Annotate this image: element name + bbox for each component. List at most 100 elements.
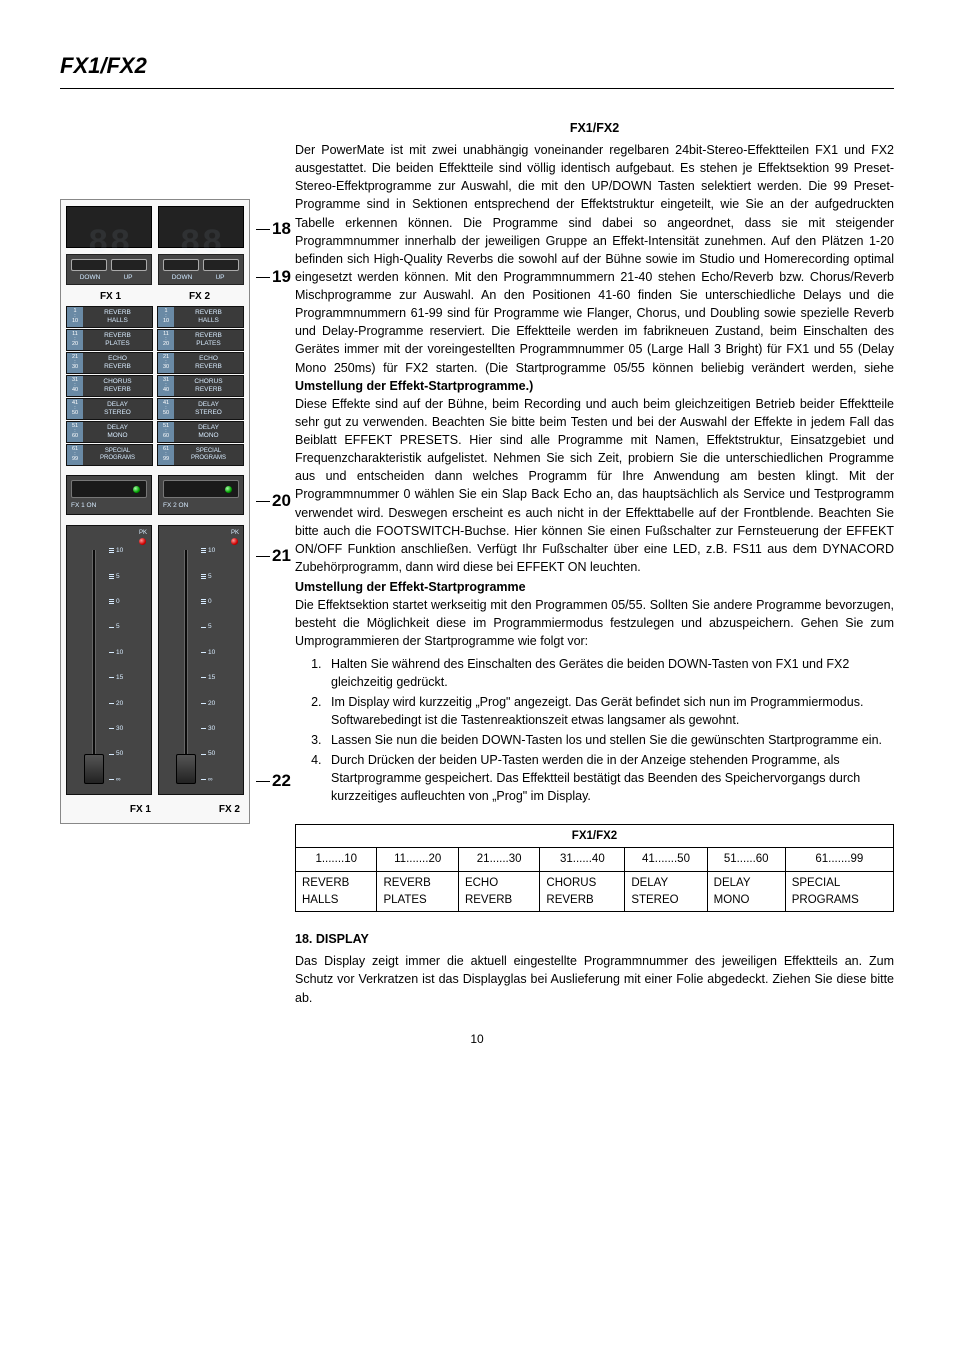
scale-mark: 15 bbox=[109, 673, 123, 682]
body-paragraph-2: Diese Effekte sind auf der Bühne, beim R… bbox=[295, 395, 894, 576]
fx2-fader: PK 105051015203050∞ bbox=[158, 525, 244, 795]
fx1-updown: DOWN UP bbox=[66, 254, 152, 285]
table-header-cell: 51......60 bbox=[707, 848, 785, 872]
fx-bottom-labels: FX 1 FX 2 bbox=[61, 801, 249, 823]
fx1-label: FX 1 bbox=[66, 290, 155, 305]
step-item: Halten Sie während des Einschalten des G… bbox=[325, 655, 894, 691]
fader-track bbox=[92, 550, 96, 784]
scale-mark: 0 bbox=[201, 597, 215, 606]
table-cell: CHORUSREVERB bbox=[540, 871, 625, 911]
preset-label: CHORUSREVERB bbox=[83, 376, 152, 396]
preset-range: 11:20 bbox=[158, 330, 174, 350]
table-cell: DELAYMONO bbox=[707, 871, 785, 911]
fx2-on-section: FX 2 ON bbox=[158, 475, 244, 515]
preset-range: 51:60 bbox=[158, 422, 174, 442]
down-label: DOWN bbox=[71, 273, 109, 282]
fader-scale: 105051015203050∞ bbox=[201, 546, 215, 784]
preset-row: 61:99SPECIALPROGRAMS bbox=[157, 444, 244, 466]
subsection-title: Umstellung der Effekt-Startprogramme bbox=[295, 578, 894, 596]
body-paragraph-3: Die Effektsektion startet werkseitig mit… bbox=[295, 596, 894, 650]
fx2-display bbox=[158, 206, 244, 248]
preset-row: 21:30ECHOREVERB bbox=[66, 352, 153, 374]
table-cell: DELAYSTEREO bbox=[625, 871, 707, 911]
preset-label: ECHOREVERB bbox=[83, 353, 152, 373]
fx1-on-button[interactable] bbox=[71, 480, 147, 498]
scale-mark: 10 bbox=[109, 648, 123, 657]
display-heading: 18. DISPLAY bbox=[295, 930, 894, 948]
pk-label: PK bbox=[231, 529, 239, 538]
scale-mark: 20 bbox=[201, 699, 215, 708]
faders-row: PK 105051015203050∞ PK 105051015203050∞ bbox=[61, 521, 249, 801]
scale-mark: 50 bbox=[109, 749, 123, 758]
scale-mark: 10 bbox=[109, 546, 123, 555]
scale-mark: 10 bbox=[201, 546, 215, 555]
preset-range: 1:10 bbox=[67, 307, 83, 327]
fx1-bottom-label: FX 1 bbox=[66, 803, 155, 818]
fader-scale: 105051015203050∞ bbox=[109, 546, 123, 784]
text-column: FX1/FX2 Der PowerMate ist mit zwei unabh… bbox=[295, 119, 894, 1007]
preset-label: DELAYMONO bbox=[83, 422, 152, 442]
table-cell: REVERBPLATES bbox=[377, 871, 458, 911]
scale-mark: ∞ bbox=[201, 775, 215, 784]
scale-mark: 5 bbox=[201, 572, 215, 581]
section-title: FX1/FX2 bbox=[295, 119, 894, 137]
preset-row: 51:60DELAYMONO bbox=[157, 421, 244, 443]
fx2-on-button[interactable] bbox=[163, 480, 239, 498]
step-item: Im Display wird kurzzeitig „Prog" angeze… bbox=[325, 693, 894, 729]
scale-mark: 20 bbox=[109, 699, 123, 708]
table-header-cell: 41.......50 bbox=[625, 848, 707, 872]
hardware-panel-column: DOWN UP DOWN UP bbox=[60, 119, 275, 1007]
led-red-icon bbox=[139, 538, 146, 545]
preset-rows: 1:10REVERBHALLS11:20REVERBPLATES21:30ECH… bbox=[61, 306, 249, 467]
table-title: FX1/FX2 bbox=[296, 824, 894, 848]
scale-mark: 0 bbox=[109, 597, 123, 606]
preset-row: 31:40CHORUSREVERB bbox=[66, 375, 153, 397]
preset-range: 11:20 bbox=[67, 330, 83, 350]
fx1-on-label: FX 1 ON bbox=[71, 501, 147, 510]
callout-22: 22 bbox=[256, 769, 291, 794]
led-green-icon bbox=[133, 486, 140, 493]
table-header-cell: 21......30 bbox=[458, 848, 539, 872]
callout-21: 21 bbox=[256, 544, 291, 569]
preset-label: DELAYSTEREO bbox=[174, 399, 243, 419]
up-label: UP bbox=[201, 273, 239, 282]
fx1-on-section: FX 1 ON bbox=[66, 475, 152, 515]
fx2-updown: DOWN UP bbox=[158, 254, 244, 285]
preset-label: REVERBPLATES bbox=[174, 330, 243, 350]
preset-range: 51:60 bbox=[67, 422, 83, 442]
fx1-preset-col: 1:10REVERBHALLS11:20REVERBPLATES21:30ECH… bbox=[66, 306, 153, 467]
step-item: Durch Drücken der beiden UP-Tasten werde… bbox=[325, 751, 894, 805]
preset-range: 41:50 bbox=[67, 399, 83, 419]
preset-row: 11:20REVERBPLATES bbox=[66, 329, 153, 351]
table-header-cell: 1.......10 bbox=[296, 848, 377, 872]
steps-list: Halten Sie während des Einschalten des G… bbox=[295, 655, 894, 806]
preset-row: 11:20REVERBPLATES bbox=[157, 329, 244, 351]
fx1-display bbox=[66, 206, 152, 248]
step-item: Lassen Sie nun die beiden DOWN-Tasten lo… bbox=[325, 731, 894, 749]
table-cell: ECHOREVERB bbox=[458, 871, 539, 911]
display-paragraph: Das Display zeigt immer die aktuell eing… bbox=[295, 952, 894, 1006]
preset-row: 31:40CHORUSREVERB bbox=[157, 375, 244, 397]
preset-row: 21:30ECHOREVERB bbox=[157, 352, 244, 374]
up-label: UP bbox=[109, 273, 147, 282]
scale-mark: 5 bbox=[109, 622, 123, 631]
preset-row: 1:10REVERBHALLS bbox=[66, 306, 153, 328]
preset-label: CHORUSREVERB bbox=[174, 376, 243, 396]
scale-mark: 30 bbox=[201, 724, 215, 733]
led-green-icon bbox=[225, 486, 232, 493]
scale-mark: 15 bbox=[201, 673, 215, 682]
preset-row: 41:50DELAYSTEREO bbox=[157, 398, 244, 420]
fx2-label: FX 2 bbox=[155, 290, 244, 305]
fx1-fader-knob[interactable] bbox=[84, 754, 104, 784]
fx2-fader-knob[interactable] bbox=[176, 754, 196, 784]
down-label: DOWN bbox=[163, 273, 201, 282]
preset-range: 41:50 bbox=[158, 399, 174, 419]
table-cell: SPECIALPROGRAMS bbox=[785, 871, 893, 911]
callout-18: 18 bbox=[256, 217, 291, 242]
page-number: 10 bbox=[60, 1031, 894, 1048]
page-header-title: FX1/FX2 bbox=[60, 50, 894, 89]
scale-mark: 5 bbox=[201, 622, 215, 631]
preset-row: 1:10REVERBHALLS bbox=[157, 306, 244, 328]
preset-range: 21:30 bbox=[67, 353, 83, 373]
preset-label: DELAYSTEREO bbox=[83, 399, 152, 419]
